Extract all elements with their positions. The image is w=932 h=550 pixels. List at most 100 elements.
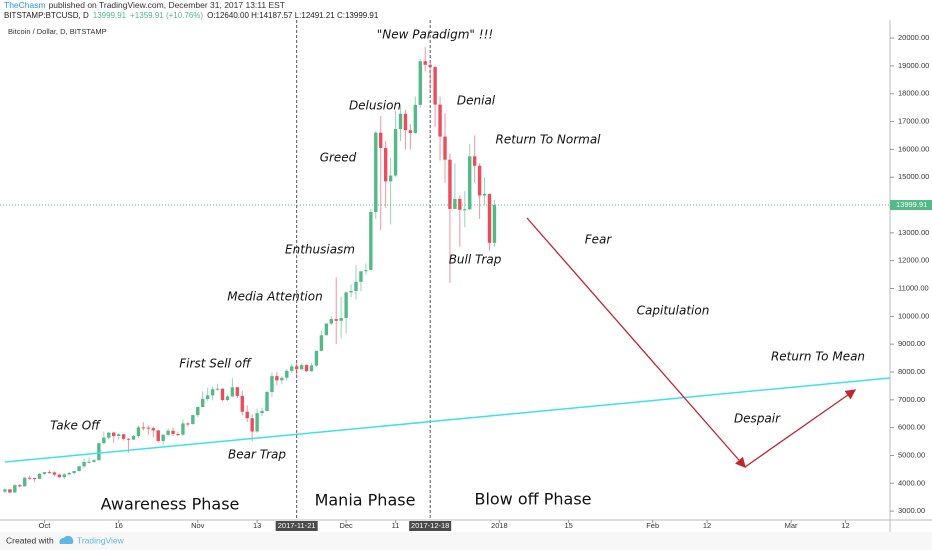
- candle-body: [97, 443, 101, 461]
- candle-body: [463, 209, 467, 211]
- annotation: Greed: [320, 151, 357, 165]
- candle-body: [285, 370, 289, 378]
- candle-body: [37, 473, 42, 479]
- candle-body: [260, 410, 264, 414]
- candle-body: [433, 67, 437, 105]
- arrow-up: [744, 389, 857, 468]
- annotation: "New Paradigm" !!!: [377, 28, 493, 42]
- candle-body: [215, 388, 220, 390]
- y-tick-label: 20000.00: [898, 33, 929, 42]
- y-tick-label: 10000.00: [898, 311, 929, 320]
- annotation: Take Off: [50, 419, 101, 433]
- candle-body: [126, 438, 131, 440]
- candle-body: [329, 319, 333, 324]
- candle-body: [388, 175, 393, 182]
- candle-body: [383, 147, 388, 182]
- annotation: Capitulation: [637, 304, 710, 318]
- candle-body: [482, 193, 487, 196]
- candle-body: [27, 477, 32, 479]
- candle-body: [393, 129, 398, 176]
- ohlc: O:12640.00 H:14187.57 L:12491.21 C:13999…: [207, 11, 379, 20]
- candle-body: [107, 432, 111, 438]
- y-tick-label: 6000.00: [898, 423, 925, 432]
- x-tick-label: Feb: [646, 521, 659, 530]
- x-tick-label: 15: [564, 521, 572, 530]
- candle-body: [304, 365, 309, 372]
- date-marker-box: [409, 521, 452, 531]
- candle-body: [82, 461, 86, 467]
- candle-body: [146, 427, 151, 429]
- x-tick-label: Oct: [39, 521, 52, 530]
- annotation: First Sell off: [179, 357, 252, 371]
- candle-body: [13, 485, 17, 493]
- candle-body: [3, 489, 7, 492]
- candle-body: [181, 423, 185, 435]
- y-tick-label: 7000.00: [898, 395, 925, 404]
- phase-label: Mania Phase: [315, 491, 416, 510]
- candle-body: [359, 271, 363, 282]
- candle-body: [141, 427, 146, 429]
- logo: [59, 535, 74, 544]
- candle-body: [408, 130, 413, 133]
- candle-body: [72, 471, 76, 473]
- candle-body: [32, 477, 37, 479]
- candle-body: [309, 365, 314, 372]
- candle-body: [314, 350, 319, 366]
- arrow-down: [526, 217, 746, 468]
- annotation: Delusion: [349, 99, 401, 113]
- x-tick-label: Nov: [191, 521, 205, 530]
- y-tick-label: 4000.00: [898, 478, 925, 487]
- candle-body: [413, 104, 418, 133]
- candle-body: [448, 159, 452, 209]
- candle-body: [230, 387, 235, 397]
- candle-body: [240, 395, 244, 412]
- candle-body: [344, 292, 348, 318]
- candle-body: [8, 489, 12, 493]
- candle-body: [156, 430, 160, 441]
- candle-body: [102, 437, 106, 444]
- y-tick-label: 12000.00: [898, 256, 929, 265]
- footer-brand[interactable]: TradingView: [77, 535, 125, 545]
- x-tick-label: 12: [703, 521, 711, 530]
- candle-body: [57, 474, 62, 478]
- candle-body: [403, 113, 408, 131]
- published: published on TradingView.com, December 3…: [49, 0, 285, 10]
- candle-body: [112, 432, 116, 436]
- annotation: Bull Trap: [449, 253, 502, 267]
- y-tick-label: 5000.00: [898, 450, 925, 459]
- candle-body: [472, 156, 477, 166]
- phase-label: Blow off Phase: [474, 490, 591, 509]
- candle-body: [458, 198, 462, 210]
- candle-body: [87, 461, 91, 463]
- x-tick-label: 11: [392, 521, 400, 530]
- y-tick-label: 19000.00: [898, 61, 929, 70]
- candle-body: [23, 477, 27, 487]
- candle-body: [245, 411, 249, 419]
- candle-body: [294, 366, 299, 370]
- candle-body: [52, 472, 57, 475]
- candle-body: [62, 474, 66, 478]
- annotation: Return To Mean: [771, 350, 865, 364]
- annotation: Despair: [734, 412, 781, 426]
- annotation: Fear: [585, 233, 613, 247]
- candle-body: [275, 376, 279, 381]
- candle-body: [201, 398, 205, 408]
- x-tick-label: Dec: [339, 521, 353, 530]
- author: TheChasm: [4, 0, 46, 10]
- candle-body: [47, 472, 52, 474]
- trend-line: [4, 377, 891, 463]
- annotation: Media Attention: [227, 290, 322, 304]
- date-marker-label: 2017-12-18: [411, 521, 449, 530]
- candle-body: [334, 319, 338, 321]
- y-tick-label: 11000.00: [898, 283, 929, 292]
- candle-body: [136, 427, 141, 436]
- x-tick-label: 12: [841, 521, 849, 530]
- candle-body: [270, 376, 274, 393]
- candle-body: [290, 366, 294, 371]
- symbol: BITSTAMP:BTCUSD, D: [4, 11, 89, 20]
- candle-body: [299, 365, 304, 370]
- candle-body: [280, 377, 284, 381]
- annotation: Bear Trap: [228, 448, 286, 462]
- candle-body: [176, 434, 180, 436]
